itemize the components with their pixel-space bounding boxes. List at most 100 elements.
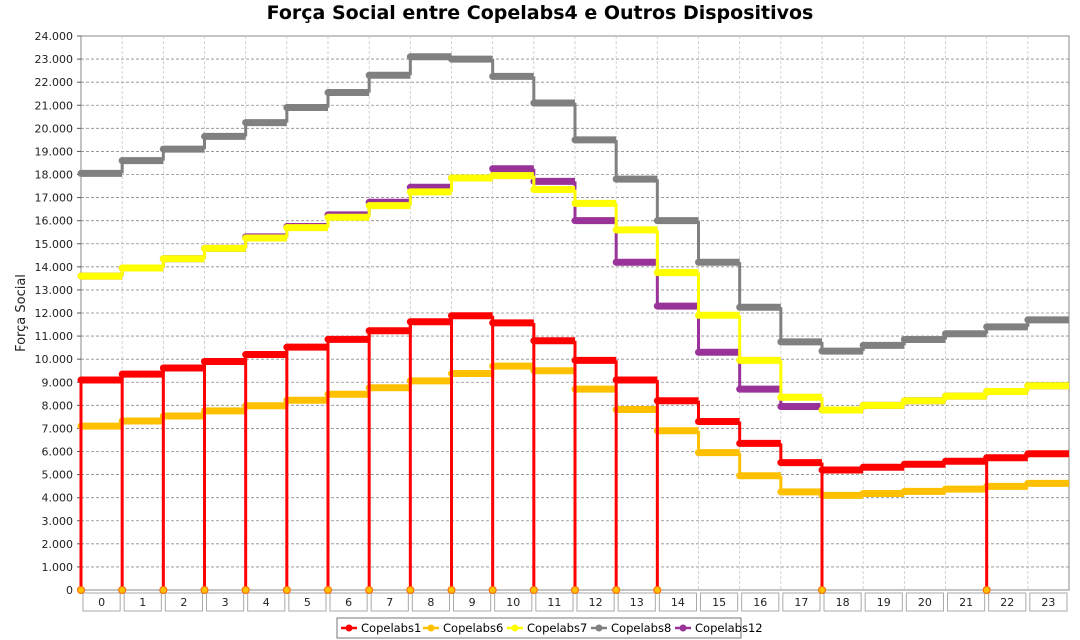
copelabs8-point: [653, 217, 661, 225]
copelabs1-zero-point: [612, 586, 621, 594]
copelabs1-point: [695, 417, 702, 425]
copelabs7-point: [571, 199, 579, 207]
copelabs12-point: [695, 348, 702, 356]
copelabs7-point: [159, 255, 167, 263]
x-category-box: [370, 592, 409, 612]
x-tick-label: 7: [386, 596, 393, 609]
copelabs1-point: [736, 439, 744, 447]
x-tick-label: 15: [712, 596, 726, 609]
copelabs1-zero-point: [488, 586, 497, 594]
y-tick-label: 22.000: [35, 76, 74, 89]
copelabs7-point: [77, 272, 85, 280]
legend-box: [336, 617, 742, 639]
copelabs1-point: [653, 397, 661, 405]
y-tick-label: 14.000: [35, 261, 74, 274]
copelabs7-point: [118, 264, 126, 272]
copelabs7-point: [448, 174, 455, 182]
x-category-box: [823, 592, 862, 612]
x-tick-label: 2: [180, 596, 187, 609]
copelabs7-point: [777, 393, 785, 401]
copelabs1-zero-point: [282, 586, 291, 594]
copelabs1-zero-point: [447, 586, 456, 594]
copelabs6-point: [1024, 479, 1032, 487]
copelabs7-point: [201, 244, 208, 252]
x-category-box: [576, 592, 615, 612]
copelabs8-point: [942, 330, 949, 338]
copelabs7-point: [653, 269, 661, 277]
y-tick-label: 6.000: [42, 446, 74, 459]
y-axis-label: Força Social: [14, 274, 29, 352]
copelabs1-point: [201, 357, 208, 365]
x-tick-label: 17: [794, 596, 808, 609]
copelabs1-point: [283, 343, 291, 351]
copelabs1-point: [983, 454, 991, 462]
x-category-box: [864, 592, 903, 612]
copelabs8-point: [612, 175, 620, 183]
copelabs8-point: [1024, 316, 1032, 324]
copelabs8-point: [859, 341, 867, 349]
copelabs1-point: [900, 460, 908, 468]
x-category-box: [453, 592, 492, 612]
x-tick-label: 10: [506, 596, 520, 609]
x-category-box: [411, 592, 451, 612]
x-tick-label: 23: [1041, 596, 1055, 609]
x-category-box: [288, 592, 327, 612]
copelabs8-point: [983, 323, 991, 331]
y-tick-label: 2.000: [42, 538, 74, 551]
legend-marker-copelabs12: [679, 624, 687, 632]
copelabs8-point: [118, 157, 126, 165]
legend-label-copelabs8: Copelabs8: [611, 621, 671, 635]
copelabs7-point: [859, 401, 867, 409]
copelabs1-zero-point: [159, 586, 168, 594]
y-tick-label: 11.000: [35, 330, 74, 343]
copelabs12-point: [777, 402, 785, 410]
copelabs8-point: [695, 258, 702, 266]
y-tick-label: 8.000: [42, 399, 74, 412]
copelabs8-point: [818, 347, 826, 355]
x-category-box: [164, 592, 203, 612]
x-category-box: [123, 592, 162, 612]
x-tick-label: 6: [345, 596, 352, 609]
copelabs1-point: [1024, 450, 1032, 458]
copelabs8-point: [489, 72, 497, 80]
x-category-box: [535, 592, 574, 612]
x-tick-label: 1: [139, 596, 146, 609]
x-category-box: [82, 592, 121, 612]
copelabs1-zero-point: [324, 586, 332, 594]
x-category-box: [617, 592, 656, 612]
copelabs1-point: [859, 463, 867, 471]
y-tick-label: 21.000: [35, 99, 74, 112]
y-tick-label: 18.000: [35, 169, 74, 182]
y-tick-label: 12.000: [35, 307, 74, 320]
copelabs8-point: [77, 169, 85, 177]
copelabs1-zero-point: [653, 586, 662, 594]
copelabs6-point: [859, 490, 867, 498]
y-tick-label: 13.000: [35, 284, 74, 297]
copelabs7-point: [365, 202, 373, 210]
copelabs1-point: [118, 370, 126, 378]
copelabs1-zero-point: [200, 586, 209, 594]
y-tick-label: 0: [66, 584, 73, 597]
copelabs1-point: [406, 318, 414, 326]
y-tick-label: 19.000: [35, 145, 74, 158]
copelabs1-point: [324, 335, 332, 343]
x-tick-label: 3: [222, 596, 229, 609]
x-tick-label: 16: [753, 596, 767, 609]
y-tick-label: 24.000: [35, 30, 74, 43]
copelabs1-zero-point: [77, 586, 85, 594]
copelabs8-point: [736, 303, 744, 311]
copelabs7-point: [900, 397, 908, 405]
x-category-box: [947, 592, 986, 612]
x-category-box: [658, 592, 697, 612]
x-category-box: [247, 592, 286, 612]
legend-marker-copelabs8: [595, 624, 603, 632]
y-tick-label: 16.000: [35, 215, 74, 228]
copelabs1-point: [365, 327, 373, 335]
copelabs7-point: [818, 406, 826, 414]
copelabs7-point: [1024, 382, 1032, 390]
copelabs1-point: [489, 319, 497, 327]
copelabs8-point: [324, 89, 332, 97]
x-category-box: [988, 592, 1027, 612]
copelabs1-point: [448, 312, 455, 320]
copelabs1-point: [77, 376, 85, 384]
